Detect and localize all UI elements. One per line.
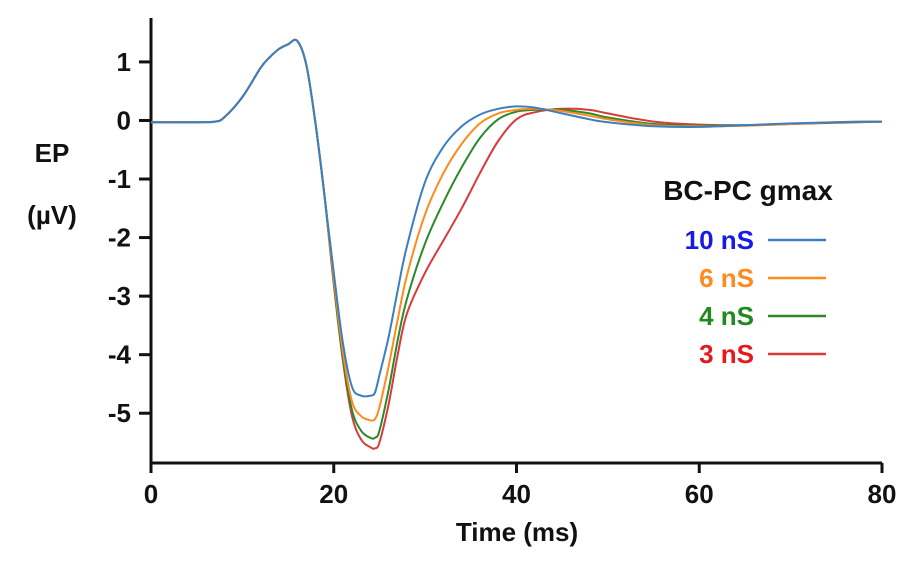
legend: 10 nS 6 nS 4 nS 3 nS (685, 225, 826, 369)
y-tick-label: -1 (108, 164, 131, 194)
series-layer (150, 38, 883, 450)
series-line-3-nS (150, 38, 883, 450)
series-line-6-nS (150, 38, 883, 422)
x-tick-label: 40 (502, 479, 531, 509)
series-line-10-nS (150, 38, 883, 398)
x-tick-label: 20 (319, 479, 348, 509)
y-tick-label: -2 (108, 223, 131, 253)
legend-label: 3 nS (699, 339, 754, 369)
axes: 1 0 -1 -2 -3 -4 -5 0 20 40 60 80 (108, 18, 897, 509)
legend-label: 6 nS (699, 263, 754, 293)
x-axis-title: Time (ms) (456, 517, 578, 547)
y-tick-label: -5 (108, 398, 131, 428)
legend-label: 10 nS (685, 225, 754, 255)
legend-title: BC-PC gmax (663, 175, 833, 206)
legend-label: 4 nS (699, 301, 754, 331)
y-tick-label: -4 (108, 340, 132, 370)
y-tick-label: 0 (117, 105, 131, 135)
y-axis-title-line2: (µV) (27, 200, 77, 230)
x-tick-label: 0 (144, 479, 158, 509)
y-tick-label: -3 (108, 281, 131, 311)
x-tick-label: 80 (868, 479, 897, 509)
y-tick-label: 1 (117, 47, 131, 77)
y-axis-title-line1: EP (35, 138, 70, 168)
x-tick-label: 60 (685, 479, 714, 509)
